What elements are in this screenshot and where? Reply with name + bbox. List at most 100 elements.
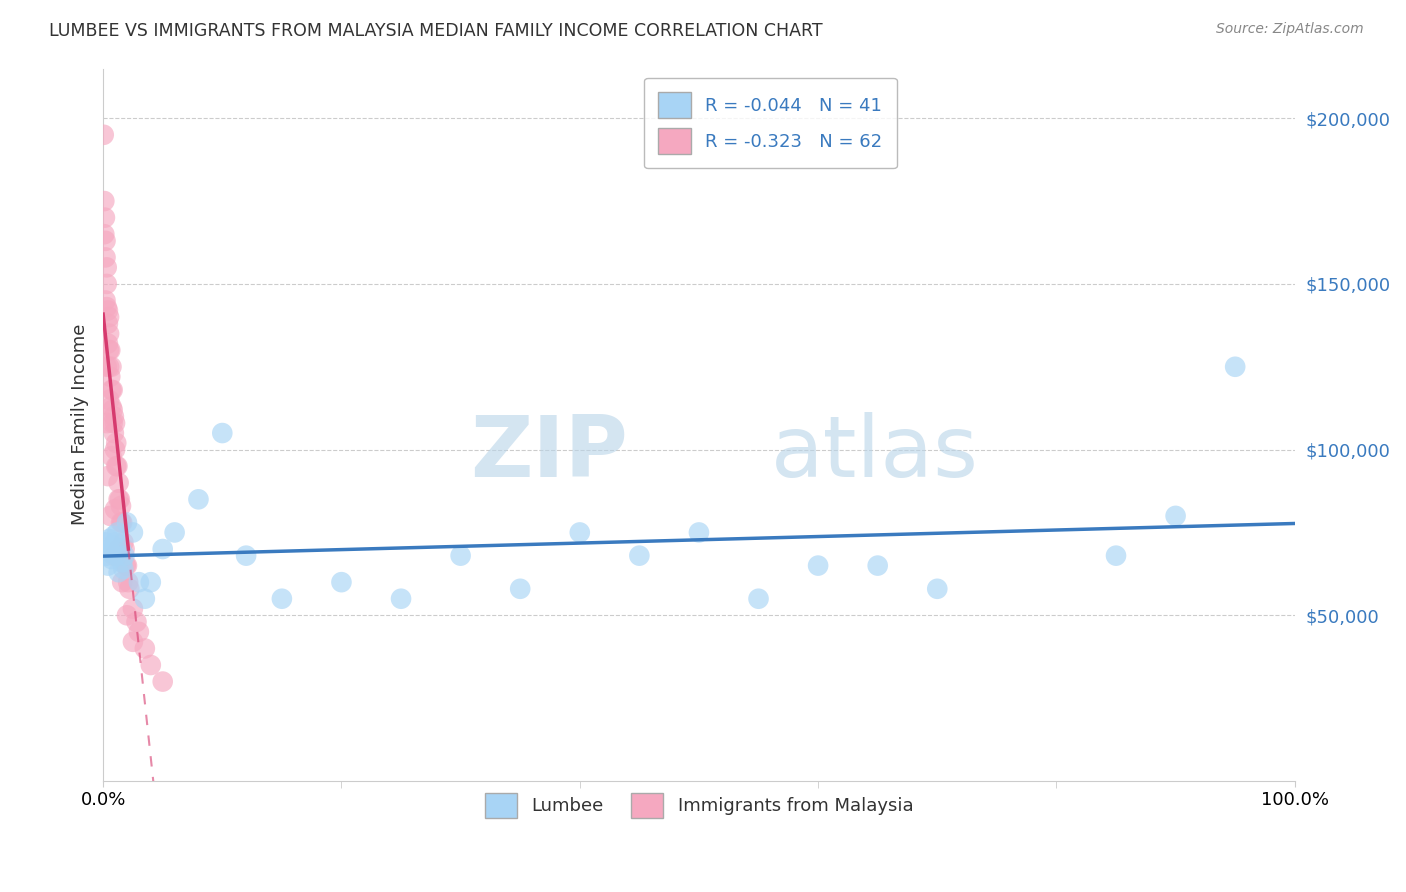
Point (94, 251, 117, 265)
Point (105, 436, 128, 450)
Point (104, 502, 127, 516)
Point (927, 582, 949, 596)
Point (98, 326, 121, 341)
Point (117, 575, 139, 590)
Point (111, 555, 134, 569)
Point (187, 492, 209, 507)
Point (134, 591, 156, 606)
Y-axis label: Median Family Income: Median Family Income (72, 324, 89, 525)
Point (270, 591, 292, 606)
Point (107, 566, 129, 580)
Point (115, 608, 138, 623)
Point (450, 549, 472, 563)
Point (389, 591, 412, 606)
Point (128, 624, 150, 639)
Point (97, 336, 120, 351)
Point (93, 194, 115, 208)
Point (111, 575, 134, 590)
Point (103, 409, 125, 424)
Point (107, 475, 129, 490)
Point (211, 425, 233, 440)
Point (98, 532, 121, 546)
Point (98, 545, 121, 559)
Point (104, 442, 127, 457)
Point (107, 492, 129, 507)
Point (1164, 508, 1187, 523)
Point (134, 641, 156, 656)
Point (105, 459, 128, 474)
Point (110, 542, 132, 557)
Point (1105, 549, 1128, 563)
Point (97, 558, 120, 573)
Point (94, 211, 117, 225)
Point (96, 260, 118, 275)
Point (152, 674, 174, 689)
Point (163, 525, 186, 540)
Point (96, 300, 118, 314)
Point (107, 542, 129, 557)
Point (94, 293, 117, 308)
Point (100, 449, 122, 463)
Point (100, 400, 122, 414)
Point (104, 416, 127, 430)
Point (98, 359, 121, 374)
Point (94, 535, 117, 549)
Point (100, 359, 122, 374)
Point (110, 516, 132, 530)
Point (98, 508, 121, 523)
Point (568, 525, 591, 540)
Point (93, 227, 115, 242)
Point (688, 525, 710, 540)
Point (103, 529, 125, 543)
Point (112, 535, 135, 549)
Point (103, 549, 125, 563)
Point (94, 234, 117, 248)
Point (101, 539, 124, 553)
Point (747, 591, 769, 606)
Point (105, 549, 128, 563)
Point (96, 359, 118, 374)
Point (103, 425, 125, 440)
Point (128, 575, 150, 590)
Point (866, 558, 889, 573)
Point (152, 542, 174, 557)
Point (330, 575, 353, 590)
Point (112, 562, 135, 576)
Point (100, 383, 122, 397)
Point (107, 525, 129, 540)
Point (110, 499, 132, 513)
Point (1225, 359, 1247, 374)
Point (111, 516, 134, 530)
Point (108, 492, 131, 507)
Point (122, 601, 145, 615)
Point (100, 552, 122, 566)
Point (122, 635, 145, 649)
Point (104, 535, 127, 549)
Point (139, 575, 162, 590)
Point (114, 542, 136, 557)
Point (628, 549, 651, 563)
Point (98, 343, 121, 358)
Point (107, 459, 129, 474)
Point (96, 277, 118, 291)
Point (97, 317, 120, 331)
Point (101, 402, 124, 417)
Point (101, 416, 124, 430)
Text: ZIP: ZIP (470, 412, 627, 495)
Point (98, 369, 121, 384)
Point (93, 128, 115, 142)
Point (97, 303, 120, 318)
Point (96, 416, 118, 430)
Point (235, 549, 257, 563)
Point (97, 469, 120, 483)
Point (122, 525, 145, 540)
Point (118, 582, 141, 596)
Point (139, 658, 162, 673)
Legend: Lumbee, Immigrants from Malaysia: Lumbee, Immigrants from Malaysia (477, 786, 921, 825)
Text: LUMBEE VS IMMIGRANTS FROM MALAYSIA MEDIAN FAMILY INCOME CORRELATION CHART: LUMBEE VS IMMIGRANTS FROM MALAYSIA MEDIA… (49, 22, 823, 40)
Point (509, 582, 531, 596)
Point (125, 615, 148, 629)
Point (98, 392, 121, 407)
Point (115, 516, 138, 530)
Point (114, 558, 136, 573)
